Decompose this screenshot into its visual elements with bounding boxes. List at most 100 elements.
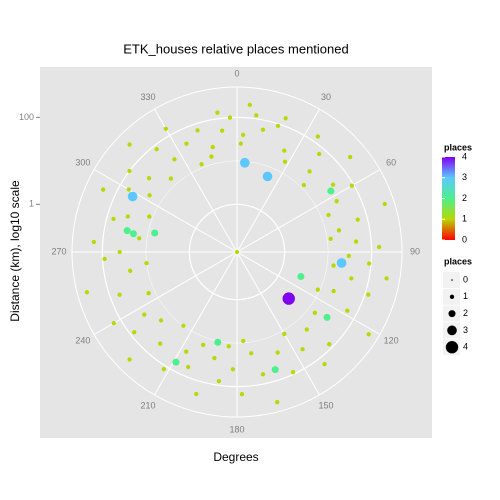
point xyxy=(323,313,331,321)
size-legend-dot xyxy=(448,310,456,318)
size-legend-label: 2 xyxy=(463,308,468,318)
point xyxy=(186,364,191,370)
point xyxy=(347,154,353,160)
point xyxy=(227,115,233,120)
point xyxy=(366,332,371,337)
size-legend-label: 4 xyxy=(463,342,468,352)
point xyxy=(282,292,295,305)
color-legend-title: places xyxy=(444,142,472,152)
point xyxy=(336,258,347,268)
point xyxy=(146,176,152,181)
color-legend-label: 1 xyxy=(462,214,467,224)
point xyxy=(349,183,355,188)
point xyxy=(382,201,387,207)
theta-tick-label: 120 xyxy=(384,335,399,345)
point xyxy=(239,157,250,168)
theta-tick-label: 60 xyxy=(386,157,396,167)
point xyxy=(366,292,371,297)
y-tick-label: 100 xyxy=(19,112,34,122)
point xyxy=(312,310,318,315)
point xyxy=(282,148,287,153)
color-legend-label: 2 xyxy=(462,193,467,203)
point xyxy=(249,351,254,356)
point xyxy=(111,216,116,222)
point xyxy=(241,338,246,344)
point xyxy=(154,147,159,152)
size-legend-label: 1 xyxy=(463,291,468,301)
point xyxy=(317,151,322,157)
point xyxy=(117,249,122,255)
point xyxy=(275,123,281,129)
point xyxy=(212,355,217,361)
point xyxy=(137,236,142,241)
spoke xyxy=(154,108,238,253)
point xyxy=(336,228,342,233)
point xyxy=(117,292,122,297)
point xyxy=(142,312,147,317)
spoke xyxy=(236,251,381,335)
point xyxy=(111,320,116,326)
point xyxy=(260,127,266,132)
theta-tick-label: 0 xyxy=(234,68,239,78)
point xyxy=(158,341,163,346)
point xyxy=(102,256,107,262)
point xyxy=(128,268,133,273)
spoke xyxy=(236,108,320,253)
point xyxy=(282,159,288,164)
point xyxy=(184,349,189,354)
point xyxy=(84,290,90,295)
point xyxy=(301,182,307,188)
point xyxy=(328,236,333,241)
point xyxy=(161,366,166,372)
point xyxy=(147,214,152,219)
point xyxy=(300,347,305,352)
point xyxy=(240,132,246,137)
point xyxy=(334,199,339,204)
point xyxy=(366,261,372,266)
color-legend-label: 0 xyxy=(462,234,467,244)
point xyxy=(234,249,240,255)
point xyxy=(214,338,222,346)
point xyxy=(271,366,279,374)
size-legend-label: 0 xyxy=(463,274,468,284)
point xyxy=(163,126,169,131)
point xyxy=(172,157,177,162)
point xyxy=(260,372,266,377)
color-legend-label: 4 xyxy=(462,151,467,161)
point xyxy=(210,144,215,150)
point xyxy=(384,276,389,281)
point xyxy=(326,212,331,218)
point xyxy=(168,176,174,181)
theta-tick-label: 30 xyxy=(321,92,331,102)
point xyxy=(132,330,137,335)
point xyxy=(151,229,159,237)
point xyxy=(290,370,296,375)
spoke xyxy=(154,251,238,396)
point xyxy=(125,214,130,219)
theta-tick-label: 270 xyxy=(51,246,66,256)
point xyxy=(158,318,164,323)
point xyxy=(331,288,336,294)
size-legend-label: 3 xyxy=(463,325,468,335)
point xyxy=(209,154,214,159)
theta-tick-label: 210 xyxy=(140,401,155,411)
point xyxy=(346,253,351,259)
point xyxy=(172,358,180,366)
point xyxy=(184,141,189,146)
point xyxy=(199,162,204,167)
point xyxy=(129,230,137,238)
point xyxy=(331,263,336,268)
theta-tick-label: 300 xyxy=(75,157,90,167)
point xyxy=(254,113,259,118)
point xyxy=(201,342,206,347)
point xyxy=(353,239,359,244)
point xyxy=(322,361,327,367)
size-legend-dot xyxy=(449,294,455,299)
point xyxy=(327,342,332,347)
point xyxy=(146,291,151,296)
theta-tick-label: 150 xyxy=(318,401,333,411)
point xyxy=(304,327,309,332)
spoke xyxy=(236,251,320,396)
point xyxy=(91,239,97,245)
